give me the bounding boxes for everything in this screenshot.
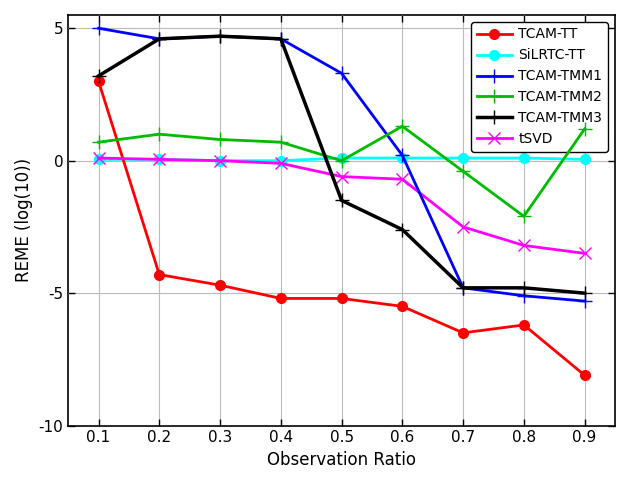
TCAM-TT xyxy=(94,78,102,84)
SiLRTC-TT xyxy=(216,158,224,164)
TCAM-TMM3 xyxy=(581,290,588,296)
Line: TCAM-TT: TCAM-TT xyxy=(94,76,590,380)
TCAM-TMM2 xyxy=(216,136,224,142)
TCAM-TMM2 xyxy=(156,131,163,137)
Line: TCAM-TMM1: TCAM-TMM1 xyxy=(91,21,592,308)
TCAM-TMM1 xyxy=(338,70,345,76)
SiLRTC-TT xyxy=(520,155,528,161)
TCAM-TT xyxy=(581,372,588,378)
TCAM-TMM1 xyxy=(94,25,102,31)
SiLRTC-TT xyxy=(399,155,406,161)
SiLRTC-TT xyxy=(338,155,345,161)
TCAM-TMM3 xyxy=(216,33,224,39)
TCAM-TMM1 xyxy=(399,152,406,158)
TCAM-TMM1 xyxy=(156,36,163,42)
TCAM-TMM3 xyxy=(156,36,163,42)
Line: SiLRTC-TT: SiLRTC-TT xyxy=(94,153,590,166)
TCAM-TMM2 xyxy=(581,126,588,132)
TCAM-TMM2 xyxy=(277,139,285,145)
TCAM-TMM2 xyxy=(338,158,345,164)
TCAM-TMM2 xyxy=(94,139,102,145)
SiLRTC-TT xyxy=(581,156,588,162)
TCAM-TT xyxy=(399,303,406,309)
TCAM-TMM3 xyxy=(277,36,285,42)
TCAM-TMM3 xyxy=(94,73,102,79)
TCAM-TMM1 xyxy=(277,36,285,42)
TCAM-TMM3 xyxy=(399,227,406,232)
tSVD xyxy=(520,242,528,248)
SiLRTC-TT xyxy=(459,155,467,161)
Line: TCAM-TMM3: TCAM-TMM3 xyxy=(91,29,592,300)
TCAM-TMM1 xyxy=(216,33,224,39)
Y-axis label: REME (log(10)): REME (log(10)) xyxy=(15,158,33,282)
tSVD xyxy=(216,158,224,164)
TCAM-TT xyxy=(216,282,224,288)
TCAM-TT xyxy=(459,330,467,336)
tSVD xyxy=(399,176,406,182)
tSVD xyxy=(338,174,345,180)
tSVD xyxy=(156,156,163,162)
tSVD xyxy=(459,224,467,230)
X-axis label: Observation Ratio: Observation Ratio xyxy=(267,451,416,469)
TCAM-TMM1 xyxy=(581,298,588,304)
tSVD xyxy=(277,160,285,166)
TCAM-TMM3 xyxy=(338,197,345,203)
Line: TCAM-TMM2: TCAM-TMM2 xyxy=(91,120,592,223)
TCAM-TMM1 xyxy=(520,293,528,299)
SiLRTC-TT xyxy=(94,156,102,162)
tSVD xyxy=(94,155,102,161)
SiLRTC-TT xyxy=(277,158,285,164)
TCAM-TMM3 xyxy=(520,285,528,291)
TCAM-TMM3 xyxy=(459,285,467,291)
TCAM-TT xyxy=(520,322,528,328)
TCAM-TT xyxy=(338,296,345,302)
SiLRTC-TT xyxy=(156,156,163,162)
TCAM-TMM1 xyxy=(459,285,467,291)
TCAM-TMM2 xyxy=(459,168,467,174)
tSVD xyxy=(581,251,588,257)
Legend: TCAM-TT, SiLRTC-TT, TCAM-TMM1, TCAM-TMM2, TCAM-TMM3, tSVD: TCAM-TT, SiLRTC-TT, TCAM-TMM1, TCAM-TMM2… xyxy=(471,22,608,152)
TCAM-TT xyxy=(156,272,163,277)
TCAM-TMM2 xyxy=(520,213,528,219)
TCAM-TT xyxy=(277,296,285,302)
TCAM-TMM2 xyxy=(399,123,406,129)
Line: tSVD: tSVD xyxy=(93,152,590,259)
